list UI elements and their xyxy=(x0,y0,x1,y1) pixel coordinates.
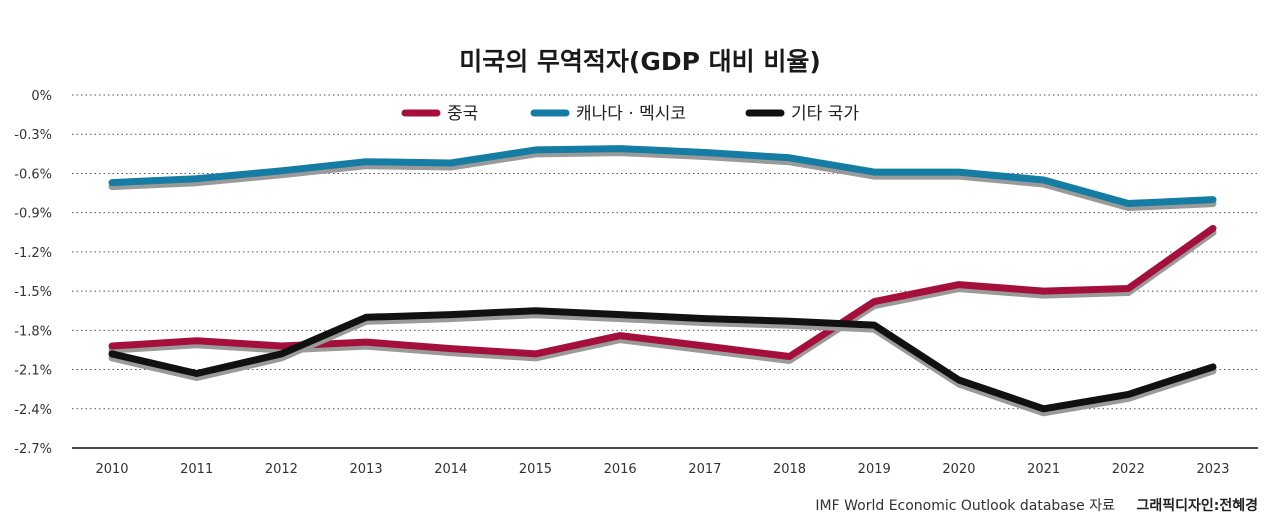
x-tick-label: 2014 xyxy=(434,462,467,477)
x-tick-label: 2021 xyxy=(1027,462,1060,477)
x-tick-label: 2015 xyxy=(519,462,552,477)
chart-title: 미국의 무역적자(GDP 대비 비율) xyxy=(459,47,821,76)
y-tick-label: -2.4% xyxy=(14,403,52,418)
x-axis-ticks: 2010 2011 2012 2013 2014 2015 2016 2017 2018 2019… xyxy=(95,462,1229,477)
x-tick-label: 2012 xyxy=(265,462,298,477)
y-tick-label: -2.7% xyxy=(14,442,52,457)
x-tick-label: 2016 xyxy=(604,462,637,477)
x-tick-label: 2017 xyxy=(688,462,721,477)
legend-item-canada-mexico: 캐나다 · 멕시코 xyxy=(530,104,686,124)
series-other-countries-line-shadow xyxy=(108,311,1217,417)
y-tick-label: -1.5% xyxy=(14,285,52,300)
x-tick-label: 2018 xyxy=(773,462,806,477)
x-tick-label: 2023 xyxy=(1196,462,1229,477)
x-tick-label: 2022 xyxy=(1112,462,1145,477)
gridlines xyxy=(72,94,1258,449)
y-tick-label: -1.2% xyxy=(14,246,52,261)
legend: 중국 캐나다 · 멕시코 기타 국가 xyxy=(401,104,859,124)
y-tick-label: 0% xyxy=(31,89,52,104)
y-tick-label: -0.9% xyxy=(14,207,52,222)
series-other-countries-line xyxy=(108,307,1217,413)
legend-label: 기타 국가 xyxy=(791,104,859,124)
legend-label: 캐나다 · 멕시코 xyxy=(576,104,686,124)
series-lines xyxy=(108,145,1217,417)
x-tick-label: 2019 xyxy=(858,462,891,477)
graphic-credit: 그래픽디자인:전혜경 xyxy=(1136,497,1258,514)
source-note: IMF World Economic Outlook database 자료 xyxy=(815,498,1115,514)
x-tick-label: 2011 xyxy=(180,462,213,477)
legend-item-other-countries: 기타 국가 xyxy=(745,104,859,124)
legend-label: 중국 xyxy=(447,104,478,124)
series-canada-mexico-line-shadow xyxy=(108,149,1217,211)
x-tick-label: 2020 xyxy=(942,462,975,477)
y-tick-label: -2.1% xyxy=(14,364,52,379)
y-tick-label: -0.6% xyxy=(14,167,52,182)
series-china-line xyxy=(108,224,1217,360)
series-canada-mexico-line xyxy=(108,145,1217,207)
y-tick-label: -1.8% xyxy=(14,324,52,339)
x-tick-label: 2010 xyxy=(95,462,128,477)
legend-item-china: 중국 xyxy=(401,104,478,124)
y-axis-ticks: 0% -0.3% -0.6% -0.9% -1.2% -1.5% -1.8% -2.1% -2.… xyxy=(14,89,52,457)
x-tick-label: 2013 xyxy=(350,462,383,477)
y-tick-label: -0.3% xyxy=(14,128,52,143)
